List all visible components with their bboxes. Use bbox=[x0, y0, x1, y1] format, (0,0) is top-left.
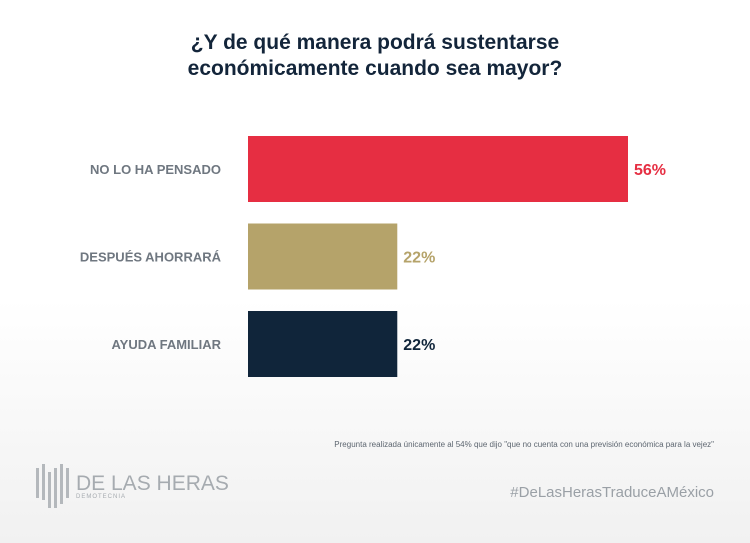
footnote: Pregunta realizada únicamente al 54% que… bbox=[334, 440, 714, 449]
chart-title: ¿Y de qué manera podrá sustentarse econó… bbox=[0, 30, 750, 82]
logo-name: DE LAS HERAS bbox=[76, 471, 229, 495]
hashtag: #DeLasHerasTraduceAMéxico bbox=[510, 484, 714, 501]
value-label: 56% bbox=[634, 162, 666, 179]
category-label: DESPUÉS AHORRARÁ bbox=[80, 250, 222, 265]
bar-0 bbox=[248, 136, 628, 202]
value-label: 22% bbox=[403, 337, 435, 354]
category-label: AYUDA FAMILIAR bbox=[111, 337, 221, 352]
value-label: 22% bbox=[403, 250, 435, 267]
logo-sub: DEMOTECNIA bbox=[76, 493, 127, 500]
title-line-2: económicamente cuando sea mayor? bbox=[187, 57, 563, 80]
logo: DE LAS HERAS DEMOTECNIA bbox=[34, 462, 229, 510]
bar-2 bbox=[248, 311, 398, 377]
bar-1 bbox=[248, 223, 398, 290]
title-line-1: ¿Y de qué manera podrá sustentarse bbox=[190, 31, 560, 54]
logo-icon bbox=[36, 464, 69, 508]
category-label: NO LO HA PENSADO bbox=[90, 162, 221, 177]
